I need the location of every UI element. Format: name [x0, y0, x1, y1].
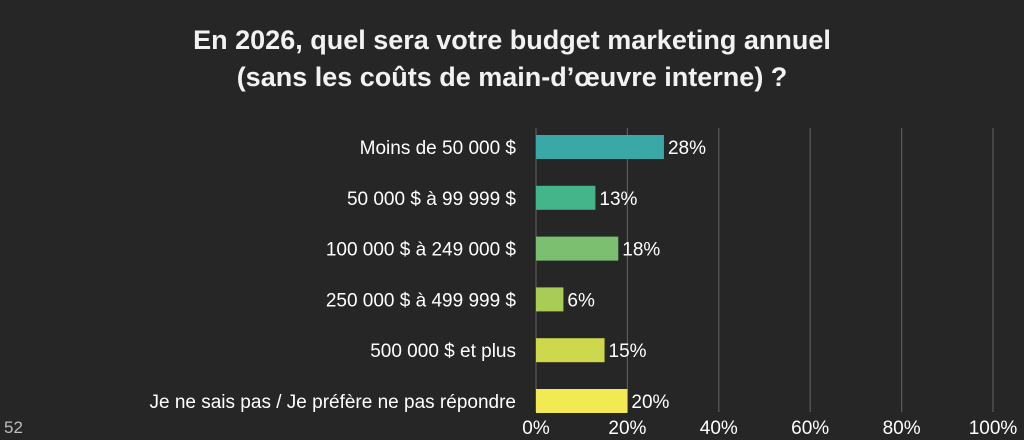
value-label-2: 18% [622, 240, 660, 261]
category-label-3: 250 000 $ à 499 999 $ [326, 290, 517, 311]
bar-3 [536, 287, 564, 312]
category-label-4: 500 000 $ et plus [370, 341, 516, 362]
x-tick-label-40: 40% [700, 418, 738, 439]
value-label-0: 28% [668, 138, 706, 159]
bars [536, 135, 664, 413]
bar-0 [536, 135, 664, 159]
category-label-2: 100 000 $ à 249 000 $ [326, 240, 517, 261]
x-tick-label-60: 60% [791, 418, 829, 439]
x-tick-label-80: 80% [883, 418, 921, 439]
gridlines [535, 128, 994, 412]
value-labels: 28% 13% 18% 6% 15% 20% [567, 138, 706, 413]
x-tick-label-20: 20% [608, 418, 646, 439]
value-label-1: 13% [599, 189, 637, 210]
category-labels: Moins de 50 000 $ 50 000 $ à 99 999 $ 100 … [149, 138, 516, 413]
value-label-3: 6% [567, 290, 595, 311]
page-number: 52 [4, 418, 23, 437]
category-label-1: 50 000 $ à 99 999 $ [347, 189, 516, 210]
bar-4 [536, 338, 605, 363]
chart-title-line-1: En 2026, quel sera votre budget marketin… [193, 25, 831, 55]
bar-2 [536, 236, 619, 261]
chart-title: En 2026, quel sera votre budget marketin… [0, 22, 1024, 96]
x-tick-label-100: 100% [969, 418, 1018, 439]
x-tick-label-0: 0% [522, 418, 550, 439]
category-label-0: Moins de 50 000 $ [360, 138, 517, 159]
x-axis-tick-labels: 0% 20% 40% 60% 80% 100% [522, 418, 1017, 439]
chart-title-line-2: (sans les coûts de main-d’œuvre interne)… [236, 62, 788, 92]
bar-5 [536, 389, 628, 413]
value-label-5: 20% [631, 392, 669, 413]
value-label-4: 15% [609, 341, 647, 362]
category-label-5: Je ne sais pas / Je préfère ne pas répon… [149, 392, 516, 413]
bar-1 [536, 185, 596, 210]
